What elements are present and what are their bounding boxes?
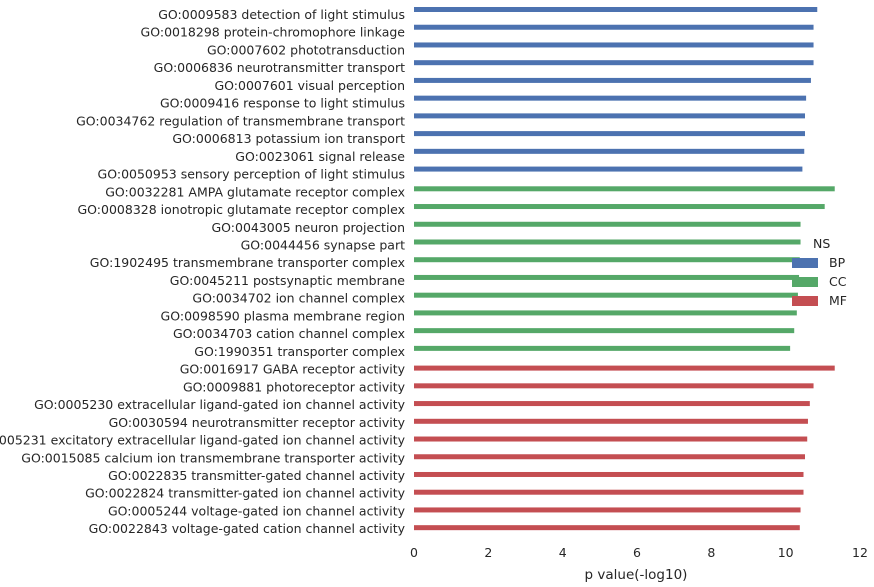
bar-mf-4 xyxy=(414,418,808,424)
category-label: GO:0032281 AMPA glutamate receptor compl… xyxy=(105,184,405,199)
x-tick-label: 12 xyxy=(852,545,868,560)
bar-bp-10 xyxy=(414,166,803,172)
category-label: GO:0044456 synapse part xyxy=(241,237,405,252)
bar-mf-2 xyxy=(414,383,814,389)
category-label: GO:0043005 neuron projection xyxy=(211,220,405,235)
bar-bp-4 xyxy=(414,60,814,66)
bar-mf-3 xyxy=(414,401,810,407)
category-label: GO:0006813 potassium ion transport xyxy=(172,131,405,146)
x-tick-label: 2 xyxy=(484,545,492,560)
bar-mf-6 xyxy=(414,454,805,460)
x-tick-label: 10 xyxy=(778,545,794,560)
bar-cc-2 xyxy=(414,204,825,210)
category-label: GO:0007602 phototransduction xyxy=(207,42,405,57)
category-label: GO:0015085 calcium ion transmembrane tra… xyxy=(21,450,405,465)
x-tick-label: 8 xyxy=(707,545,715,560)
category-label: GO:0022843 voltage-gated cation channel … xyxy=(89,521,406,536)
bar-cc-5 xyxy=(414,257,800,263)
category-label: GO:0034702 ion channel complex xyxy=(192,291,405,306)
category-label: GO:0009583 detection of light stimulus xyxy=(158,7,405,22)
x-axis: 0 2 4 6 8 10 12 xyxy=(410,545,868,560)
category-label: GO:0007601 visual perception xyxy=(214,78,405,93)
bar-cc-1 xyxy=(414,186,835,192)
category-label: GO:0008328 ionotropic glutamate receptor… xyxy=(78,202,406,217)
bars-layer xyxy=(414,7,835,531)
bar-bp-5 xyxy=(414,77,811,83)
bar-cc-10 xyxy=(414,345,791,351)
bar-cc-9 xyxy=(414,328,795,334)
legend-items: BP CC MF xyxy=(792,255,847,308)
category-label: GO:0016917 GABA receptor activity xyxy=(180,362,406,377)
bar-cc-6 xyxy=(414,274,800,280)
bar-mf-1 xyxy=(414,365,835,371)
bar-bp-3 xyxy=(414,42,814,48)
category-label: GO:0050953 sensory perception of light s… xyxy=(98,167,405,182)
legend-swatch-bp xyxy=(792,258,818,268)
category-label: GO:0023061 signal release xyxy=(235,149,405,164)
category-label: GO:0022835 transmitter-gated channel act… xyxy=(108,468,405,483)
bar-cc-8 xyxy=(414,310,797,316)
bar-bp-2 xyxy=(414,24,814,30)
category-labels: GO:0009583 detection of light stimulus GO… xyxy=(0,7,406,536)
bar-cc-4 xyxy=(414,239,801,245)
category-label: GO:1902495 transmembrane transporter com… xyxy=(90,255,405,270)
category-label: GO:0030594 neurotransmitter receptor act… xyxy=(109,415,406,430)
legend-swatch-mf xyxy=(792,296,818,306)
legend-label-bp: BP xyxy=(829,255,846,270)
legend-title: NS xyxy=(813,236,830,251)
category-label: GO:0034762 regulation of transmembrane t… xyxy=(76,113,405,128)
x-tick-label: 6 xyxy=(633,545,641,560)
bar-bp-7 xyxy=(414,113,805,119)
bar-bp-6 xyxy=(414,95,807,101)
legend-label-cc: CC xyxy=(829,274,847,289)
category-label: GO:0018298 protein-chromophore linkage xyxy=(141,25,406,40)
bar-mf-10 xyxy=(414,525,800,531)
bar-bp-8 xyxy=(414,131,805,137)
x-tick-label: 4 xyxy=(559,545,567,560)
bar-bp-1 xyxy=(414,7,818,12)
category-label: GO:0098590 plasma membrane region xyxy=(161,308,405,323)
legend-swatch-cc xyxy=(792,277,818,287)
bar-mf-8 xyxy=(414,489,804,495)
category-label: GO:1990351 transporter complex xyxy=(194,344,405,359)
category-label: GO:0009416 response to light stimulus xyxy=(160,96,405,111)
category-label: GO:0009881 photoreceptor activity xyxy=(183,379,406,394)
category-label: GO:0045211 postsynaptic membrane xyxy=(170,273,406,288)
category-label: GO:0034703 cation channel complex xyxy=(173,326,405,341)
bar-bp-9 xyxy=(414,148,805,154)
x-tick-label: 0 xyxy=(410,545,418,560)
bar-mf-5 xyxy=(414,436,808,442)
category-label: GO:0005231 excitatory extracellular liga… xyxy=(0,433,406,448)
bar-cc-3 xyxy=(414,221,801,227)
legend-label-mf: MF xyxy=(829,293,847,308)
bar-mf-9 xyxy=(414,507,801,513)
bar-mf-7 xyxy=(414,471,804,477)
bar-cc-7 xyxy=(414,292,798,298)
category-label: GO:0005230 extracellular ligand-gated io… xyxy=(34,397,406,412)
legend: NS BP CC MF xyxy=(792,236,847,308)
category-label: GO:0006836 neurotransmitter transport xyxy=(154,60,405,75)
category-label: GO:0005244 voltage-gated ion channel act… xyxy=(108,503,406,518)
x-axis-title: p value(-log10) xyxy=(585,567,688,583)
category-label: GO:0022824 transmitter-gated ion channel… xyxy=(85,486,406,501)
